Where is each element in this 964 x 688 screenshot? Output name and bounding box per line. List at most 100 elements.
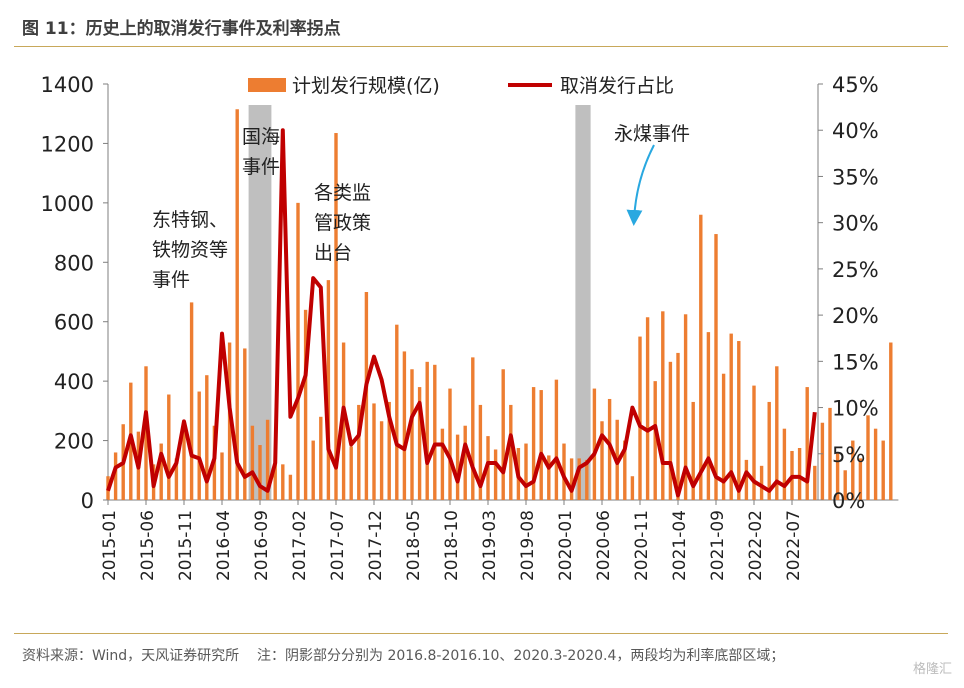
bar	[645, 317, 650, 500]
bar	[326, 280, 331, 500]
annotation-yongmei: 永煤事件	[614, 123, 690, 145]
bar	[463, 425, 467, 500]
bar	[554, 379, 559, 500]
legend-bar-label: 计划发行规模(亿)	[292, 75, 440, 97]
bar	[501, 369, 505, 500]
bar	[235, 109, 239, 500]
x-tick-label: 2021-09	[708, 510, 728, 581]
bar	[759, 465, 764, 500]
x-tick-label: 2017-02	[290, 510, 310, 581]
bar	[334, 133, 338, 500]
bar	[797, 448, 802, 500]
bar	[592, 388, 597, 500]
bar	[448, 388, 452, 500]
bar	[691, 401, 695, 500]
x-tick-label: 2015-06	[138, 510, 158, 581]
x-tick-label: 2016-04	[214, 510, 234, 581]
bar	[113, 452, 118, 500]
bar	[303, 309, 308, 500]
watermark: 格隆汇	[912, 662, 952, 677]
bar	[493, 449, 498, 500]
bar	[357, 404, 361, 500]
y-tick-label: 1000	[41, 192, 94, 216]
x-tick-label: 2018-10	[442, 510, 462, 581]
bar	[402, 351, 407, 500]
bar	[509, 404, 513, 500]
x-tick-label: 2016-09	[252, 510, 272, 581]
annotation-regulation: 各类监管政策出台	[314, 182, 371, 264]
x-tick-label: 2018-05	[404, 510, 424, 581]
legend: 计划发行规模(亿) 取消发行占比	[248, 75, 674, 97]
y-tick-label: 800	[54, 251, 94, 275]
bar-series	[106, 109, 893, 501]
bar	[265, 419, 270, 500]
legend-bar-swatch	[248, 78, 286, 92]
y-tick-label: 600	[54, 311, 94, 335]
bar	[197, 391, 201, 500]
bar	[205, 375, 209, 500]
bar	[387, 401, 391, 500]
bar	[531, 387, 536, 500]
bar	[395, 324, 399, 500]
bar	[623, 440, 627, 500]
x-tick-label: 2020-06	[594, 510, 614, 581]
bar	[873, 428, 878, 500]
bar	[851, 440, 855, 500]
bar	[417, 387, 422, 500]
x-tick-label: 2015-01	[100, 510, 120, 581]
bar	[843, 470, 847, 500]
x-tick-label: 2017-12	[366, 510, 386, 581]
shaded-periods	[248, 105, 591, 500]
bar	[258, 445, 262, 500]
bar	[524, 443, 528, 500]
y-tick-label: 200	[54, 430, 94, 454]
y2-tick-label: 45%	[832, 73, 879, 97]
bar	[752, 385, 756, 500]
bar	[600, 421, 604, 500]
bar	[319, 416, 323, 500]
annotation-dongtegang: 东特钢、铁物资等事件	[152, 209, 228, 291]
x-tick-label: 2022-07	[784, 510, 804, 581]
x-tick-label: 2020-01	[556, 510, 576, 581]
y2-tick-label: 0%	[832, 489, 865, 513]
y-tick-label: 1200	[41, 132, 94, 156]
bar	[661, 311, 665, 500]
chart: 0 200 400 600 800 1000 1200 1400 0% 5% 10% 15% 20% 25…	[41, 73, 899, 581]
footer: 资料来源：Wind，天风证券研究所 注：阴影部分分别为 2016.8-2016.…	[22, 645, 784, 665]
y2-tick-label: 10%	[832, 397, 879, 421]
bar	[478, 404, 483, 500]
bar	[683, 314, 688, 500]
bar	[425, 361, 429, 500]
x-tick-label: 2019-03	[480, 510, 500, 581]
bar	[866, 415, 870, 500]
bar	[676, 352, 680, 500]
bar	[706, 332, 711, 500]
y2-tick-label: 30%	[832, 212, 879, 236]
bar	[744, 459, 749, 500]
footer-source: 资料来源：Wind，天风证券研究所	[22, 648, 240, 664]
bar	[250, 425, 255, 500]
bar	[820, 422, 825, 500]
bar	[189, 302, 194, 500]
bar	[433, 364, 437, 500]
bar	[547, 455, 551, 500]
line-series	[106, 128, 817, 498]
bar	[585, 459, 589, 500]
bar	[379, 421, 384, 500]
y2-tick-label: 5%	[832, 443, 865, 467]
bar	[889, 342, 893, 500]
ratio-line	[106, 128, 817, 498]
y-tick-label: 0	[81, 489, 94, 513]
annotation-arrow	[626, 144, 655, 226]
y2-tick-label: 40%	[832, 119, 879, 143]
bar	[630, 476, 635, 500]
x-tick-label: 2020-11	[632, 510, 652, 581]
bar	[714, 234, 718, 501]
bar	[167, 394, 171, 500]
bar	[775, 366, 779, 500]
bar	[805, 387, 809, 500]
y2-tick-label: 35%	[832, 165, 879, 189]
shaded-period	[248, 105, 272, 500]
y2-tick-label: 25%	[832, 258, 879, 282]
bar	[144, 366, 148, 500]
